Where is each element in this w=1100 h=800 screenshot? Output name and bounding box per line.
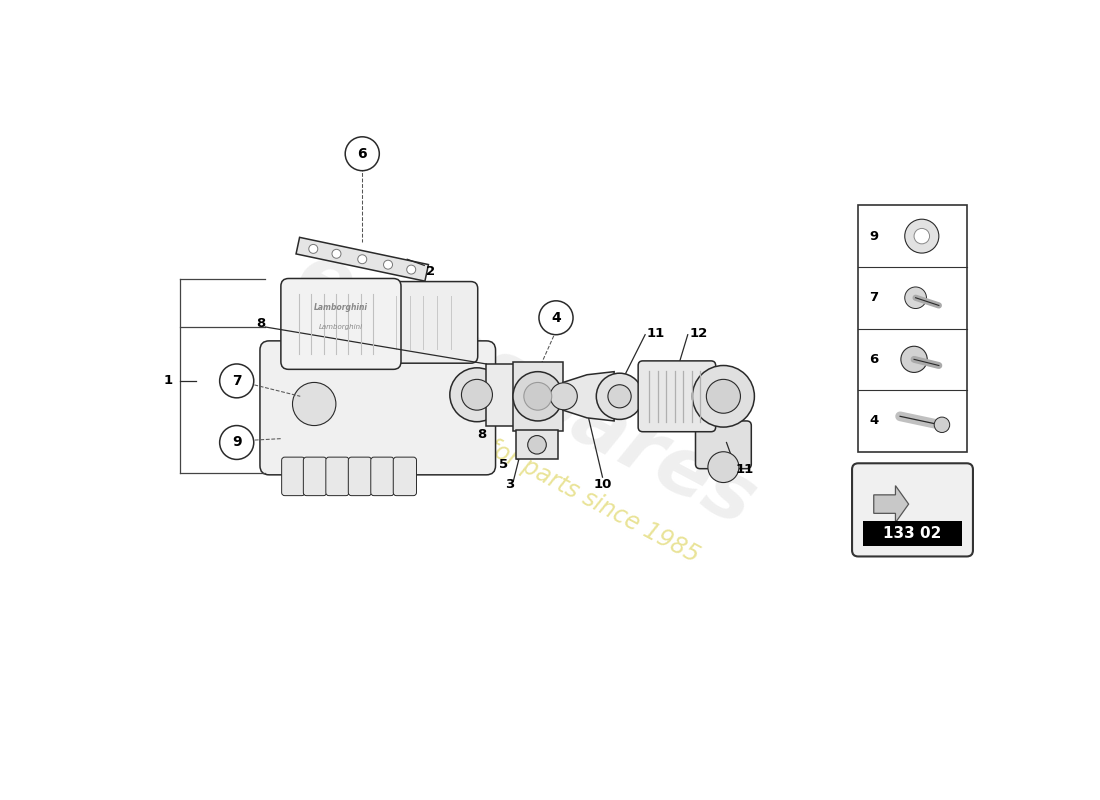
Polygon shape bbox=[563, 372, 614, 421]
Text: 6: 6 bbox=[869, 353, 879, 366]
Text: a passion for parts since 1985: a passion for parts since 1985 bbox=[377, 379, 704, 568]
FancyBboxPatch shape bbox=[638, 361, 716, 432]
Circle shape bbox=[905, 219, 939, 253]
FancyBboxPatch shape bbox=[304, 457, 327, 496]
Circle shape bbox=[914, 229, 929, 244]
Circle shape bbox=[708, 452, 739, 482]
Circle shape bbox=[596, 373, 642, 419]
Text: eurospares: eurospares bbox=[282, 234, 768, 542]
Text: 8: 8 bbox=[256, 317, 265, 330]
FancyBboxPatch shape bbox=[282, 457, 305, 496]
Bar bbox=[516, 430, 559, 459]
Circle shape bbox=[524, 382, 552, 410]
Circle shape bbox=[384, 260, 393, 269]
FancyBboxPatch shape bbox=[852, 463, 974, 557]
Text: 1: 1 bbox=[164, 374, 173, 387]
Text: 8: 8 bbox=[477, 428, 486, 442]
Circle shape bbox=[407, 265, 416, 274]
Circle shape bbox=[901, 346, 927, 373]
Polygon shape bbox=[296, 238, 429, 281]
Text: 12: 12 bbox=[690, 326, 707, 340]
Circle shape bbox=[513, 372, 562, 421]
Text: 4: 4 bbox=[551, 310, 561, 325]
Bar bbox=[486, 364, 516, 426]
Circle shape bbox=[462, 379, 493, 410]
Text: 9: 9 bbox=[869, 230, 878, 242]
Circle shape bbox=[293, 382, 336, 426]
Circle shape bbox=[345, 137, 379, 170]
Text: Lamborghini: Lamborghini bbox=[314, 303, 367, 312]
Text: 7: 7 bbox=[232, 374, 242, 388]
FancyBboxPatch shape bbox=[695, 421, 751, 469]
Bar bbox=[513, 362, 563, 431]
Text: 3: 3 bbox=[505, 478, 514, 491]
Text: 5: 5 bbox=[498, 458, 508, 470]
Text: 6: 6 bbox=[358, 146, 367, 161]
Circle shape bbox=[608, 385, 631, 408]
Text: 11: 11 bbox=[736, 463, 755, 476]
Text: 9: 9 bbox=[232, 435, 242, 450]
FancyBboxPatch shape bbox=[371, 457, 394, 496]
Circle shape bbox=[706, 379, 740, 414]
Text: 11: 11 bbox=[647, 326, 664, 340]
Text: 2: 2 bbox=[426, 265, 434, 278]
Polygon shape bbox=[873, 486, 909, 522]
FancyBboxPatch shape bbox=[378, 282, 477, 363]
Text: Lamborghini: Lamborghini bbox=[319, 324, 363, 330]
Text: 4: 4 bbox=[869, 414, 879, 427]
Circle shape bbox=[692, 366, 755, 427]
Text: 133 02: 133 02 bbox=[883, 526, 942, 541]
FancyBboxPatch shape bbox=[326, 457, 349, 496]
Circle shape bbox=[358, 254, 366, 264]
Bar bbox=[862, 521, 962, 546]
Circle shape bbox=[934, 417, 949, 433]
Circle shape bbox=[550, 383, 578, 410]
FancyBboxPatch shape bbox=[394, 457, 417, 496]
Bar bbox=[858, 206, 967, 452]
Circle shape bbox=[528, 435, 547, 454]
FancyBboxPatch shape bbox=[349, 457, 372, 496]
Circle shape bbox=[220, 364, 254, 398]
Circle shape bbox=[332, 250, 341, 258]
Circle shape bbox=[450, 368, 504, 422]
Circle shape bbox=[539, 301, 573, 334]
Text: 7: 7 bbox=[869, 291, 878, 304]
FancyBboxPatch shape bbox=[280, 278, 402, 370]
Text: 10: 10 bbox=[593, 478, 612, 491]
Circle shape bbox=[904, 287, 926, 309]
FancyBboxPatch shape bbox=[260, 341, 495, 475]
Circle shape bbox=[309, 245, 318, 254]
Circle shape bbox=[220, 426, 254, 459]
